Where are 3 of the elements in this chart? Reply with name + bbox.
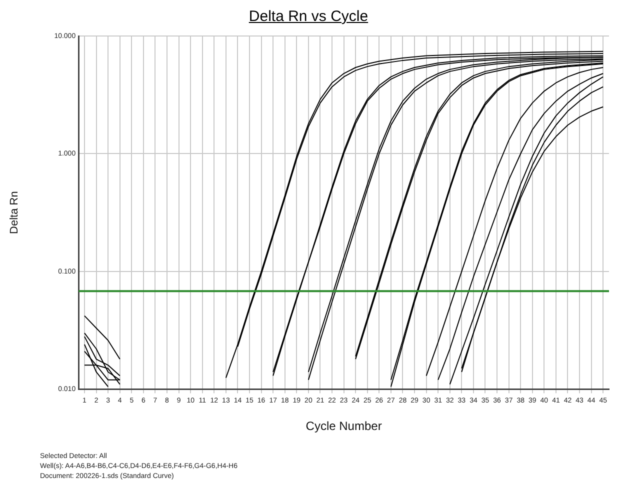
x-axis-title: Cycle Number — [306, 419, 382, 434]
chart-title: Delta Rn vs Cycle — [248, 8, 370, 25]
y-axis-title: Delta Rn — [8, 191, 21, 234]
